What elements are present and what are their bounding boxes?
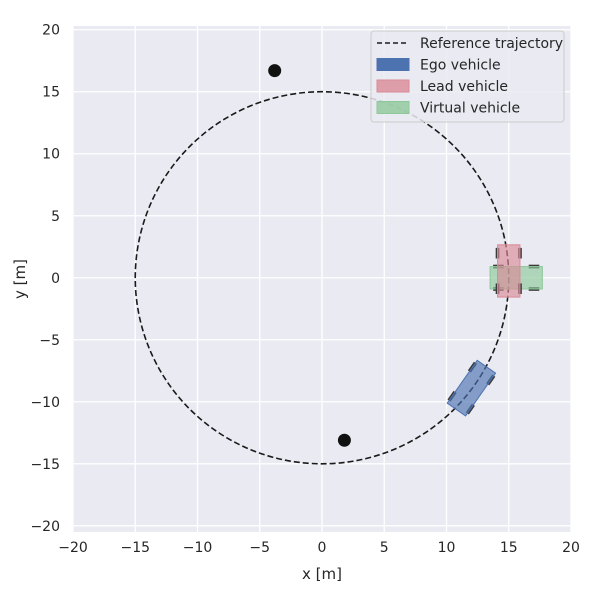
y-tick-label: 10 (42, 147, 60, 163)
x-tick-label: −5 (249, 540, 270, 556)
x-tick-label: 0 (318, 540, 327, 556)
x-tick-label: 15 (500, 540, 518, 556)
legend: Reference trajectory Ego vehicle Lead vehi… (370, 30, 565, 123)
plot-area (134, 64, 543, 465)
vehicle-body (497, 244, 521, 298)
legend-swatch-virtual-vehicle (376, 101, 410, 114)
legend-label-reference-trajectory: Reference trajectory (420, 36, 563, 52)
legend-swatch-ego-vehicle (376, 58, 410, 71)
lead-vehicle (495, 244, 522, 298)
x-tick-label: 10 (438, 540, 456, 556)
legend-swatch-lead-vehicle (376, 79, 410, 93)
legend-label-ego-vehicle: Ego vehicle (420, 58, 501, 74)
y-tick-label: 5 (51, 209, 60, 225)
x-tick-label: −15 (120, 540, 150, 556)
x-tick-label: −10 (183, 540, 213, 556)
x-tick-label: 20 (562, 540, 580, 556)
x-tick-label: 5 (380, 540, 389, 556)
y-tick-label: −5 (39, 333, 60, 349)
legend-label-virtual-vehicle: Virtual vehicle (420, 101, 520, 117)
legend-box (370, 30, 565, 123)
y-tick-label: 20 (42, 23, 60, 39)
y-axis-label: y [m] (11, 259, 29, 299)
y-tick-label: −15 (30, 457, 60, 473)
vehicle-body (446, 359, 497, 417)
x-axis-label: x [m] (302, 565, 342, 583)
tick-labels: −20 −15 −10 −5 0 5 10 15 20 −20 −15 −10 −5 0 5 10 15 20 (30, 23, 579, 556)
y-tick-label: −20 (30, 519, 60, 535)
obstacle-marker (337, 433, 351, 447)
y-tick-label: −10 (30, 395, 60, 411)
x-tick-label: −20 (58, 540, 88, 556)
y-tick-label: 0 (51, 271, 60, 287)
obstacle-marker (268, 64, 282, 78)
y-tick-label: 15 (42, 85, 60, 101)
ego-vehicle (446, 359, 497, 417)
legend-label-lead-vehicle: Lead vehicle (420, 79, 508, 95)
